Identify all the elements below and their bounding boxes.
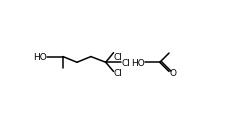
Text: Cl: Cl [114, 52, 123, 61]
Text: Cl: Cl [114, 69, 123, 78]
Text: HO: HO [33, 53, 47, 61]
Text: Cl: Cl [122, 58, 131, 67]
Text: O: O [170, 69, 177, 78]
Text: HO: HO [131, 58, 145, 67]
